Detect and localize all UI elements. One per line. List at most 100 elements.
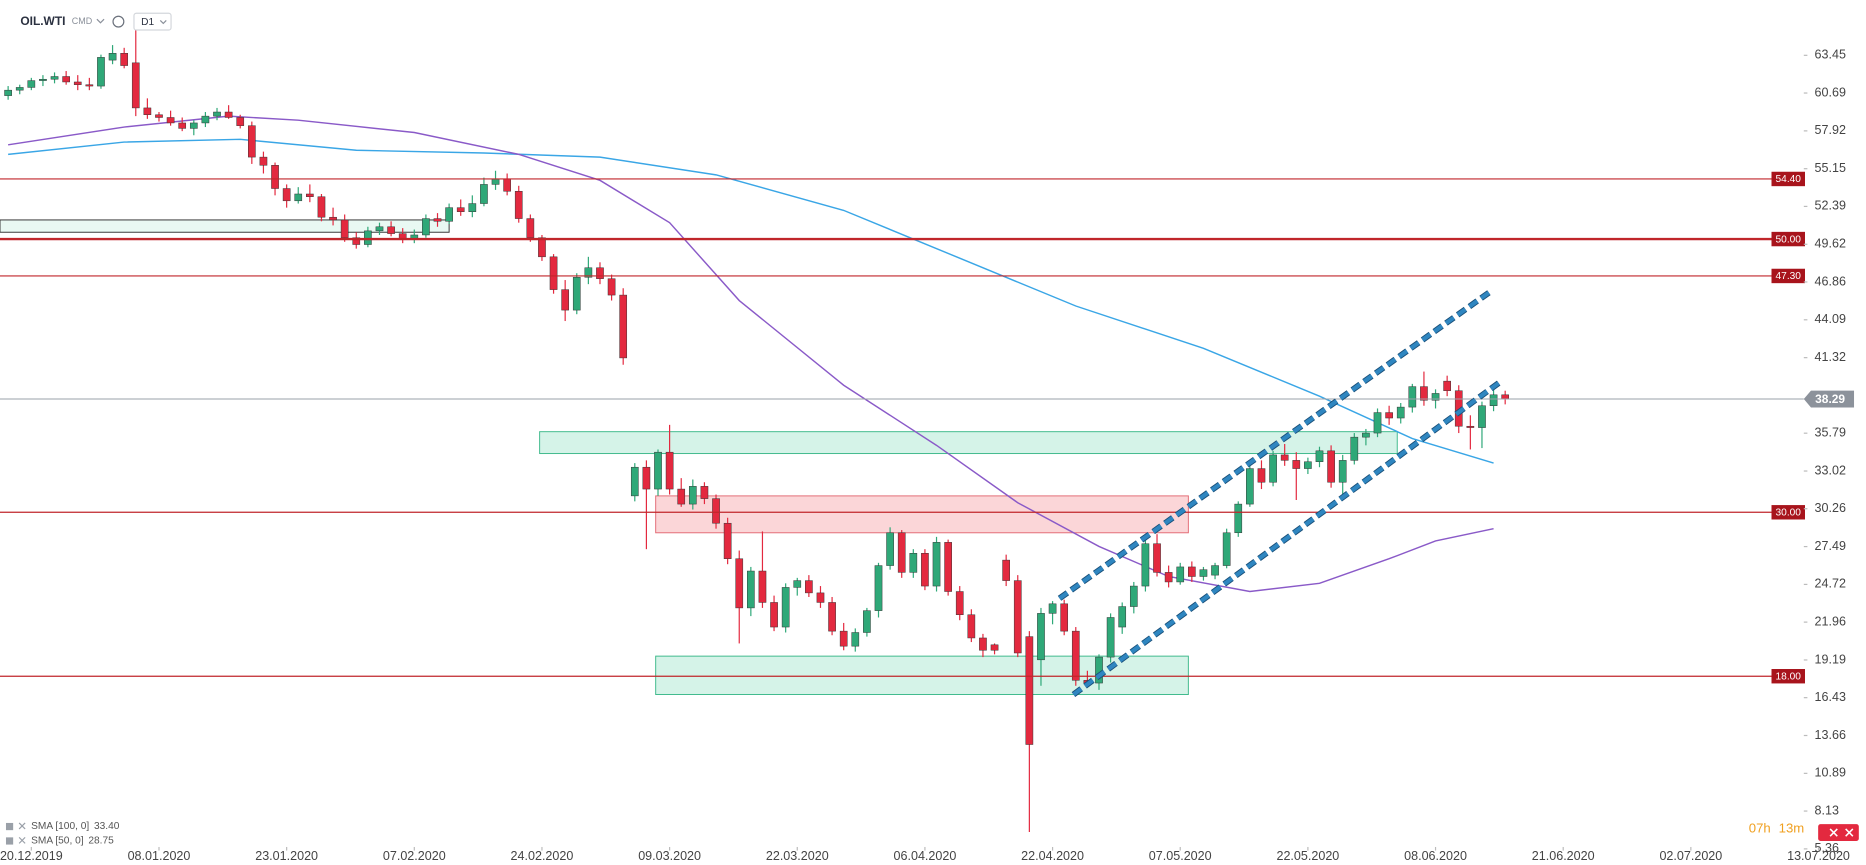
candle-body: [793, 580, 802, 588]
interval-caret: [159, 19, 167, 25]
candle-body: [596, 267, 604, 279]
y-tick-label: 19.19: [1815, 652, 1846, 666]
y-tick-label: 13.66: [1815, 728, 1846, 742]
timer-minutes: 13m: [1779, 820, 1805, 835]
info-icon[interactable]: [112, 15, 125, 28]
candle-body: [1443, 380, 1451, 391]
candle-body: [375, 226, 384, 232]
candle-body: [723, 522, 732, 559]
x-tick-label: 08.01.2020: [128, 849, 191, 863]
candle-body: [445, 207, 453, 222]
candle-body: [700, 486, 709, 499]
candle-body: [62, 76, 70, 83]
candle-body: [851, 632, 860, 647]
level-label-box: [1771, 171, 1805, 187]
legend-value: 33.40: [94, 821, 120, 832]
candle-body: [236, 117, 245, 126]
candle-body: [1292, 460, 1301, 469]
candle-body: [340, 219, 349, 238]
candle-body: [166, 117, 175, 124]
candle-body: [1025, 636, 1034, 745]
y-tick-label: 52.39: [1815, 199, 1846, 213]
candle-body: [1013, 580, 1022, 654]
candle-body: [526, 218, 535, 238]
legend-name: SMA [50, 0]: [31, 836, 84, 847]
candle-body: [839, 630, 848, 647]
candle-body: [967, 614, 976, 639]
candle-body: [73, 81, 82, 85]
candle-body: [712, 498, 720, 524]
legend-icon: [5, 822, 14, 831]
close-button[interactable]: [1818, 824, 1859, 841]
legend-close: [18, 836, 26, 844]
zone: [539, 431, 1398, 455]
legend-close: [18, 822, 26, 830]
legend-icon: [5, 837, 14, 845]
candle-body: [747, 570, 755, 609]
channel-line: [1058, 289, 1493, 601]
candle-body: [665, 451, 674, 490]
candle-body: [306, 193, 314, 197]
y-tick-label: 5.36: [1815, 841, 1839, 855]
y-tick-label: 60.69: [1815, 85, 1846, 99]
candle-body: [97, 57, 105, 87]
candle-body: [1466, 425, 1475, 428]
candle-body: [1327, 450, 1335, 483]
candle-body: [178, 122, 187, 129]
x-tick-label: 09.03.2020: [638, 849, 701, 863]
x-tick-label: 22.04.2020: [1021, 849, 1084, 863]
candle-body: [317, 196, 326, 218]
candle-body: [584, 267, 593, 278]
candle-body: [1164, 572, 1173, 583]
candle-body: [1106, 617, 1115, 658]
candle-body: [897, 532, 906, 573]
candle-body: [329, 216, 337, 221]
y-tick-label: 24.72: [1815, 577, 1846, 591]
candle-body: [514, 191, 523, 219]
candle-body: [1037, 613, 1045, 661]
candle-body: [990, 644, 999, 651]
market: CMD: [72, 16, 93, 26]
close-icon: [1829, 828, 1854, 837]
candle-body: [85, 84, 94, 87]
candle-body: [735, 558, 744, 609]
x-tick-label: 24.02.2020: [511, 849, 574, 863]
candle-body: [642, 466, 651, 490]
interval: D1: [141, 17, 154, 28]
interval-box[interactable]: [133, 12, 172, 31]
candle-body: [630, 466, 639, 497]
candle-body: [816, 592, 825, 603]
candle-body: [770, 602, 778, 628]
x-tick-label: 23.01.2020: [255, 849, 318, 863]
zone: [0, 219, 450, 233]
dropdown-caret[interactable]: [96, 18, 105, 24]
candle-body: [503, 178, 511, 192]
candle-body: [1350, 436, 1359, 461]
candle-body: [538, 237, 546, 258]
candle-body: [480, 184, 488, 204]
candle-body: [1188, 566, 1196, 577]
y-tick-label: 63.45: [1815, 48, 1846, 62]
candle-body: [572, 277, 581, 311]
header: OIL.WTI CMD D1: [20, 12, 172, 31]
candle-body: [921, 553, 929, 587]
y-tick-label: 16.43: [1815, 690, 1846, 704]
candle-body: [39, 78, 47, 81]
level-label: 50.00: [1776, 234, 1802, 245]
timer-hours: 07h: [1749, 820, 1771, 835]
level-label: 54.40: [1776, 174, 1802, 185]
candle-body: [1234, 503, 1243, 534]
candle-body: [932, 542, 941, 587]
candle-body: [874, 565, 883, 611]
candle-body: [561, 289, 569, 311]
y-tick-label: 21.96: [1815, 614, 1846, 628]
candle-body: [1315, 450, 1324, 462]
candle-body: [1489, 394, 1498, 406]
candle-body: [1176, 566, 1185, 583]
y-tick-label: 8.13: [1815, 803, 1839, 817]
candle-body: [155, 114, 163, 118]
candle-body: [1257, 468, 1266, 483]
overlay: 54.40 50.00 47.30 30.00 18.00 38.29: [0, 171, 1855, 697]
candle-body: [1408, 386, 1417, 408]
